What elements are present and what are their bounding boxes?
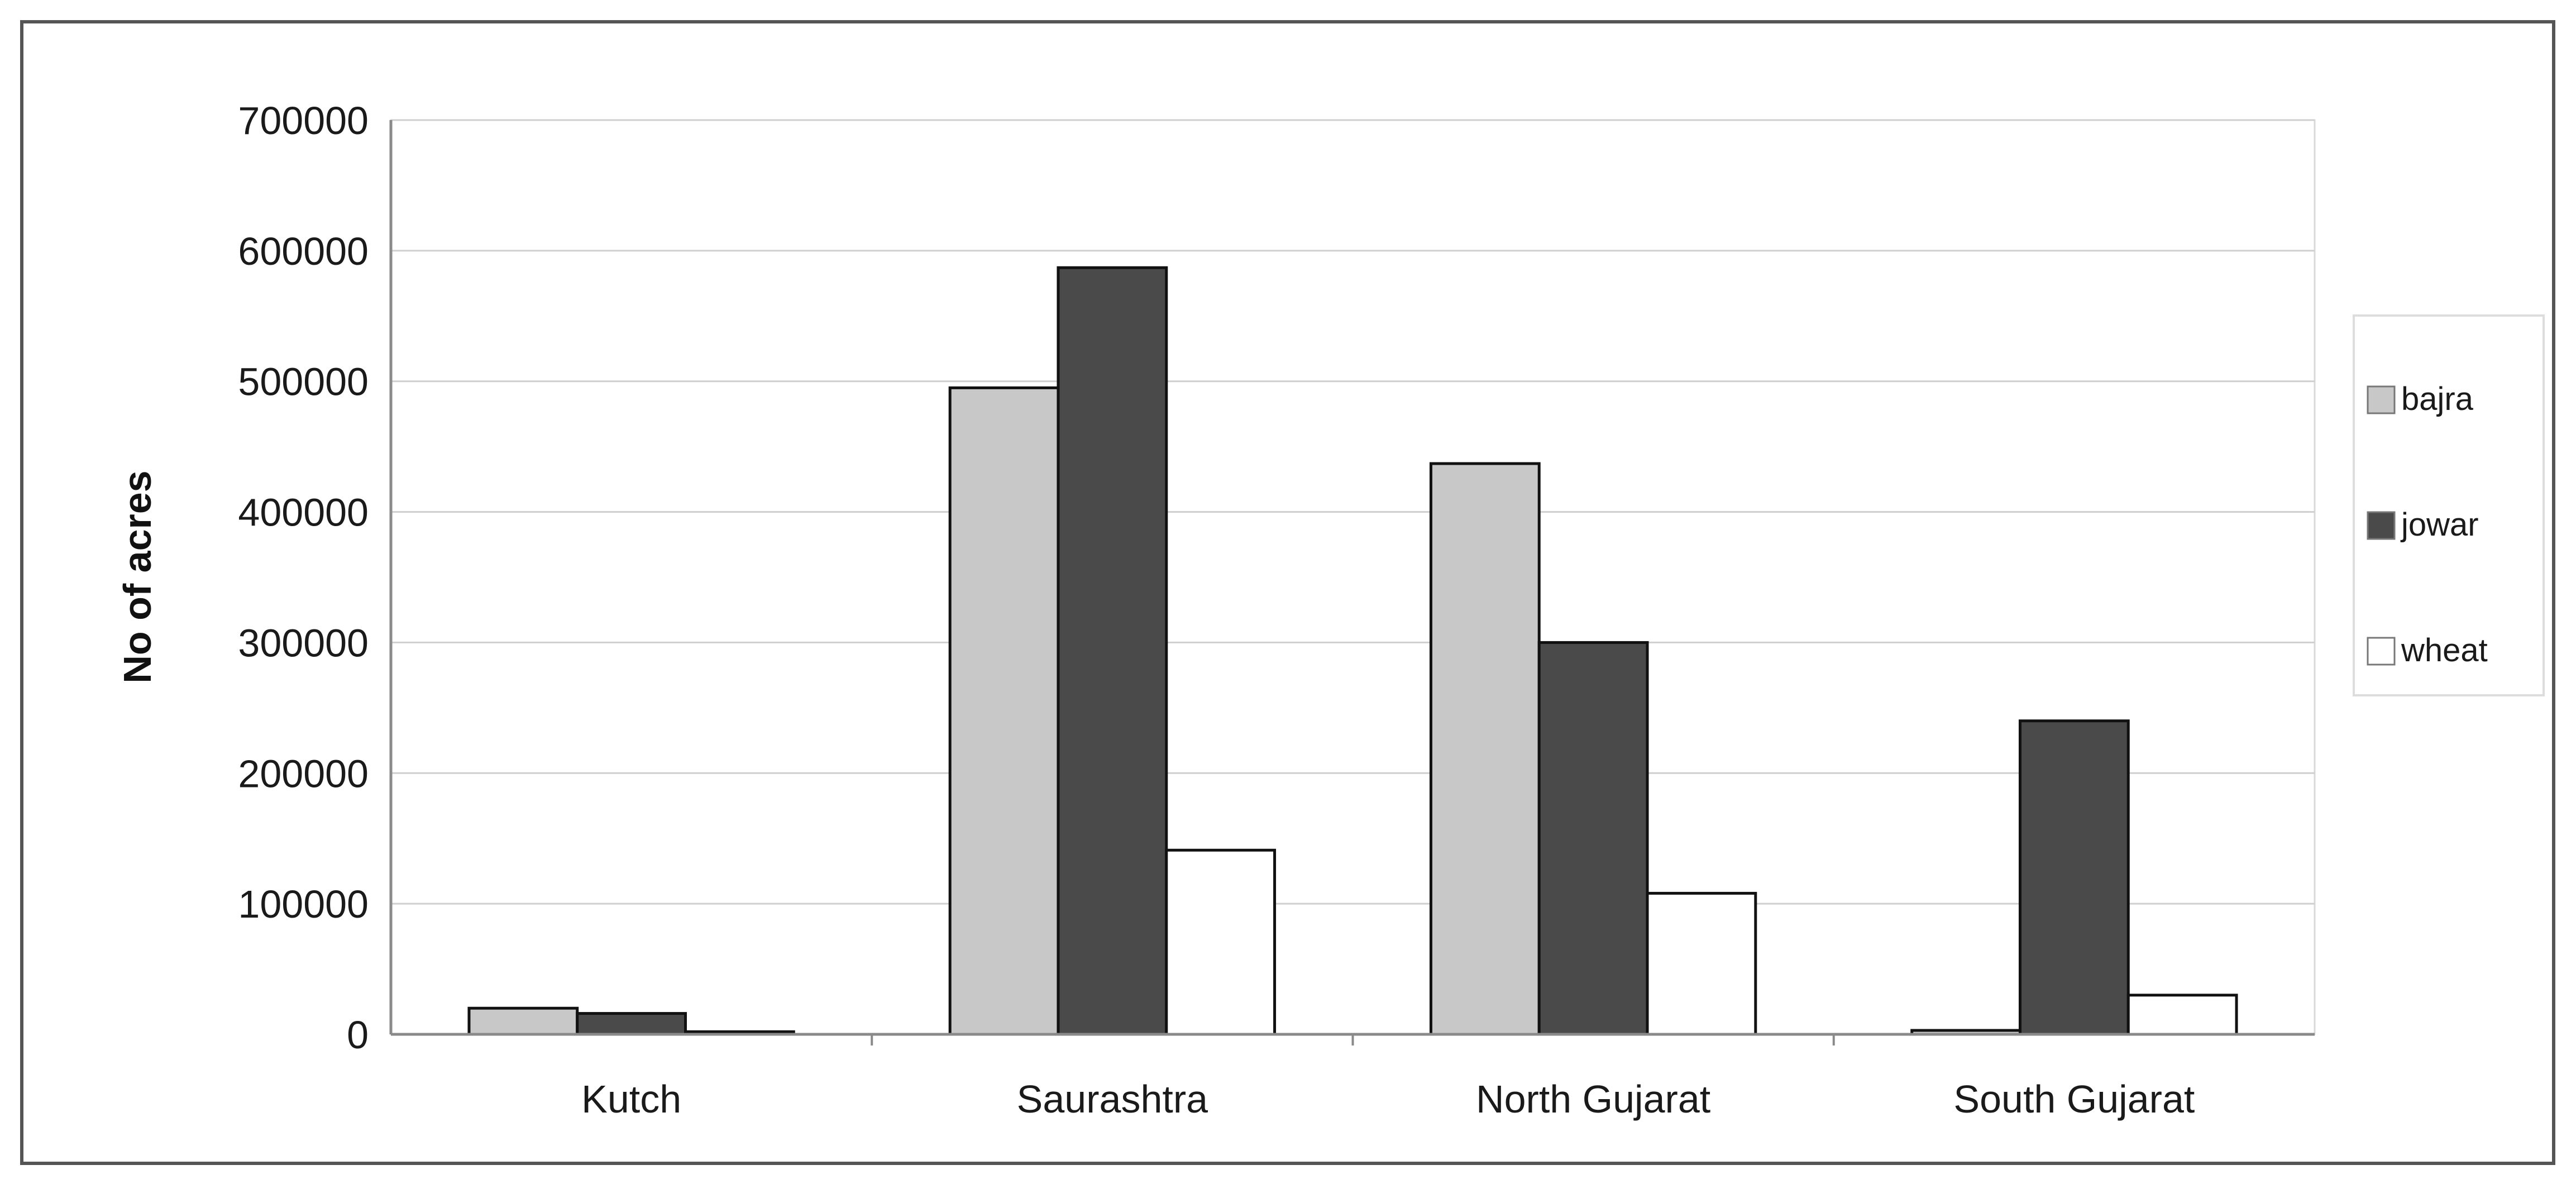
y-tick-label: 0	[347, 1013, 369, 1057]
gridlines	[391, 119, 2315, 905]
x-category-label: South Gujarat	[1953, 1077, 2195, 1121]
axes	[389, 120, 2315, 1045]
legend-label-wheat: wheat	[2401, 632, 2488, 669]
bar-jowar-0	[576, 1012, 687, 1036]
y-axis-title: No of acres	[116, 470, 159, 683]
bar-jowar-3	[2018, 719, 2130, 1036]
x-category-label: Saurashtra	[1017, 1077, 1208, 1121]
legend-swatch-wheat	[2367, 637, 2396, 666]
y-tick-label: 500000	[238, 360, 369, 404]
y-tick-labels: 0 100000 200000 300000 400000 500000 600000 700…	[238, 99, 369, 1057]
bars	[467, 266, 2238, 1036]
y-tick-label: 600000	[238, 230, 369, 273]
bar-wheat-1	[1165, 848, 1277, 1036]
y-tick-label: 400000	[238, 491, 369, 534]
legend-box	[2353, 314, 2545, 696]
bar-wheat-3	[2126, 994, 2238, 1036]
bar-jowar-1	[1057, 266, 1168, 1036]
bar-bajra-0	[467, 1006, 579, 1036]
legend-swatch-bajra	[2367, 385, 2396, 414]
y-tick-label: 200000	[238, 752, 369, 795]
x-category-label: Kutch	[581, 1077, 681, 1121]
bar-wheat-2	[1646, 891, 1757, 1036]
bar-jowar-2	[1537, 641, 1649, 1036]
legend-label-jowar: jowar	[2400, 507, 2479, 543]
y-tick-label: 100000	[238, 882, 369, 926]
y-tick-label: 300000	[238, 621, 369, 665]
plot-area	[390, 119, 2316, 1035]
y-tick-label: 700000	[238, 99, 369, 142]
legend-swatch-jowar	[2367, 511, 2396, 540]
x-category-label: North Gujarat	[1476, 1077, 1710, 1121]
legend: bajra jowar wheat	[2353, 314, 2545, 696]
bar-bajra-1	[948, 386, 1060, 1036]
bar-bajra-2	[1429, 462, 1541, 1036]
legend-label-bajra: bajra	[2401, 381, 2474, 417]
x-category-labels: Kutch Saurashtra North Gujarat South Gujara…	[581, 1077, 2195, 1121]
